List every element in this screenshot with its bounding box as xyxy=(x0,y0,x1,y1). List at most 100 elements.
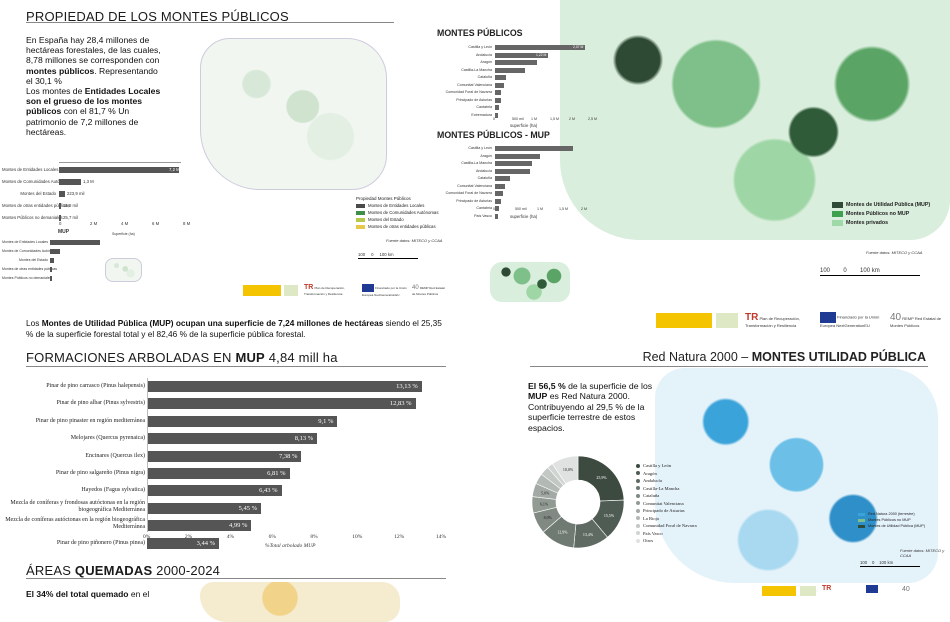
intro-text: con el 81,7 % Un patrimonio de 7,2 millo… xyxy=(26,106,139,137)
legend-swatch xyxy=(832,210,843,217)
burned-bold: El 34% del total quemado xyxy=(26,589,129,599)
intro-bold: montes públicos xyxy=(26,65,95,76)
legend-label: Andalucía xyxy=(643,478,662,483)
statement-text: siendo el 25,35 % de la superficie fores… xyxy=(26,318,442,339)
title-bold: MONTES UTILIDAD PÚBLICA xyxy=(751,350,926,364)
eu-funding-logo: Financiado por la Unión Europea NextGene… xyxy=(362,284,408,297)
region-bar xyxy=(495,206,499,211)
region-value: 2,07 M xyxy=(573,45,584,49)
title-bold: QUEMADAS xyxy=(74,563,153,578)
mup-label: MUP xyxy=(58,229,70,235)
x-tick-label: 2% xyxy=(184,534,193,540)
source-note: Fuente datos: MITECO y CCAA xyxy=(866,250,923,255)
donut-legend: Castilla y León Aragón Andalucía Castilla-L… xyxy=(636,462,697,545)
legend-label: Montes de Utilidad Pública (MUP) xyxy=(868,524,925,528)
scale-label: 0 xyxy=(871,560,875,565)
region-label: Andalucía xyxy=(476,52,492,57)
legend-item: Comunidad Foral de Navarra xyxy=(636,522,697,530)
statement-bold: Montes de Utilidad Pública (MUP) ocupan … xyxy=(41,318,384,328)
legend-label: Montes privados xyxy=(846,220,889,226)
region-label: Comunitat Valenciana xyxy=(457,82,492,87)
legend-dot xyxy=(636,471,640,476)
remp-logo: 40 REMP Red Estatal de Montes Públicos xyxy=(890,312,942,328)
bar-label: Montes de otras entidades públicas xyxy=(2,267,58,271)
ownership-title: PROPIEDAD DE LOS MONTES PÚBLICOS xyxy=(26,9,289,24)
legend-item: Castilla y León xyxy=(636,462,697,470)
mup-statement: Los Montes de Utilidad Pública (MUP) ocu… xyxy=(26,318,446,339)
legend-label: Montes Públicos no MUP xyxy=(846,211,910,217)
axis-label: Superficie (ha) xyxy=(112,232,135,236)
legend-item: Cataluña xyxy=(636,492,697,500)
natura-title: Red Natura 2000 – MONTES UTILIDAD PÚBLIC… xyxy=(643,350,926,364)
legend-dot xyxy=(636,463,640,468)
formation-label: Encinares (Quercus ilex) xyxy=(85,452,145,459)
legend-item: Aragón xyxy=(636,470,697,478)
region-label: Comunitat Valenciana xyxy=(457,183,492,188)
bar-value: 1,3 M xyxy=(83,179,94,184)
legend-item: Montes de Entidades Locales xyxy=(356,202,438,209)
ownership-legend: Propiedad Montes Públicos Montes de Enti… xyxy=(356,195,438,230)
ownership-bar xyxy=(59,167,179,173)
remp-logo: 40 REMP Red Estatal de Montes Públicos xyxy=(412,285,445,296)
legend-label: País Vasco xyxy=(643,530,663,536)
ministry-logo xyxy=(284,285,298,296)
x-tick-label: 0% xyxy=(143,534,151,540)
bar-label: Montes de Entidades Locales xyxy=(2,240,48,244)
source-note: Fuente datos: MITECO y CCAA xyxy=(386,238,443,243)
legend-item: Red Natura 2000 (terrestre) xyxy=(858,511,925,517)
spain-government-logo xyxy=(243,285,281,296)
region-bar xyxy=(495,161,532,166)
region-bar xyxy=(495,198,501,204)
natura-bold: El 56,5 % xyxy=(528,381,566,391)
title-text: ÁREAS xyxy=(26,563,75,578)
formation-bar: 12,83 % xyxy=(147,398,416,410)
legend-label: Comunitat Valenciana xyxy=(643,500,684,506)
legend-title: Propiedad Montes Públicos xyxy=(356,196,411,201)
scale-label: 0 xyxy=(371,252,374,257)
legend-item: Montes de Utilidad Pública (MUP) xyxy=(832,201,930,210)
region-bar xyxy=(495,213,498,219)
bar-label: Montes del Estado xyxy=(19,258,48,262)
ministry-logo xyxy=(800,586,816,596)
region-label: Aragón xyxy=(480,153,492,158)
formations-title: FORMACIONES ARBOLADAS EN MUP 4,84 mill h… xyxy=(26,350,338,365)
tick-label: 0 xyxy=(493,207,495,211)
bar-label: Montes de otras entidades públicas xyxy=(2,203,70,208)
title-rule xyxy=(26,22,394,23)
source-note: Fuente datos: MITECO y CCAA xyxy=(900,548,945,558)
legend-label: Montes Públicos no MUP xyxy=(868,518,911,522)
natura-map-legend: Red Natura 2000 (terrestre) Montes Públic… xyxy=(858,511,925,529)
formation-label: Pinar de pino salgareño (Pinus nigra) xyxy=(55,470,145,476)
legend-dot xyxy=(636,516,640,521)
formation-label: Pinar de pino piñonero (Pinus pinea) xyxy=(56,539,145,546)
legend-dot xyxy=(636,531,640,536)
tick-label: 0 xyxy=(493,117,495,121)
bar-label: Montes de Comunidades Autónomas xyxy=(2,179,73,184)
region-bar xyxy=(495,82,504,88)
legend-dot xyxy=(636,478,640,483)
region-label: Comunidad Foral de Navarra xyxy=(445,90,492,94)
region-bar xyxy=(495,97,501,103)
natura-map xyxy=(655,368,938,583)
region-bar xyxy=(495,153,540,159)
x-tick-label: 14% xyxy=(436,534,447,540)
legend-label: Montes del Estado xyxy=(368,217,404,222)
region-label: Cantabria xyxy=(476,206,492,210)
ownership-bar xyxy=(59,203,61,209)
tick-label: 2 M xyxy=(569,117,575,121)
region-label: Aragón xyxy=(480,60,492,64)
remp-logo-text: REMP Red Estatal de Montes Públicos xyxy=(890,316,942,328)
legend-swatch xyxy=(356,224,365,229)
region-label: Andalucía xyxy=(476,168,492,173)
legend-label: Montes de Utilidad Pública (MUP) xyxy=(846,202,931,208)
bar-value: 7,2 M xyxy=(169,167,180,172)
natura-donut-chart: 25,9% 15,5% 13,4% 12,9% 8,0% 6,1% 5,0% 10,0% xyxy=(531,455,625,549)
ownership-map xyxy=(200,38,387,190)
bar-label: Montes Públicos no demaniales xyxy=(2,215,63,220)
eu-logo-text: Financiado por la Unión Europea NextGene… xyxy=(820,314,880,328)
ownership-bar xyxy=(59,215,61,221)
legend-dot xyxy=(636,486,640,491)
canary-inset-map xyxy=(490,262,570,302)
legend-swatch xyxy=(832,201,843,208)
mup-bar xyxy=(50,267,52,272)
